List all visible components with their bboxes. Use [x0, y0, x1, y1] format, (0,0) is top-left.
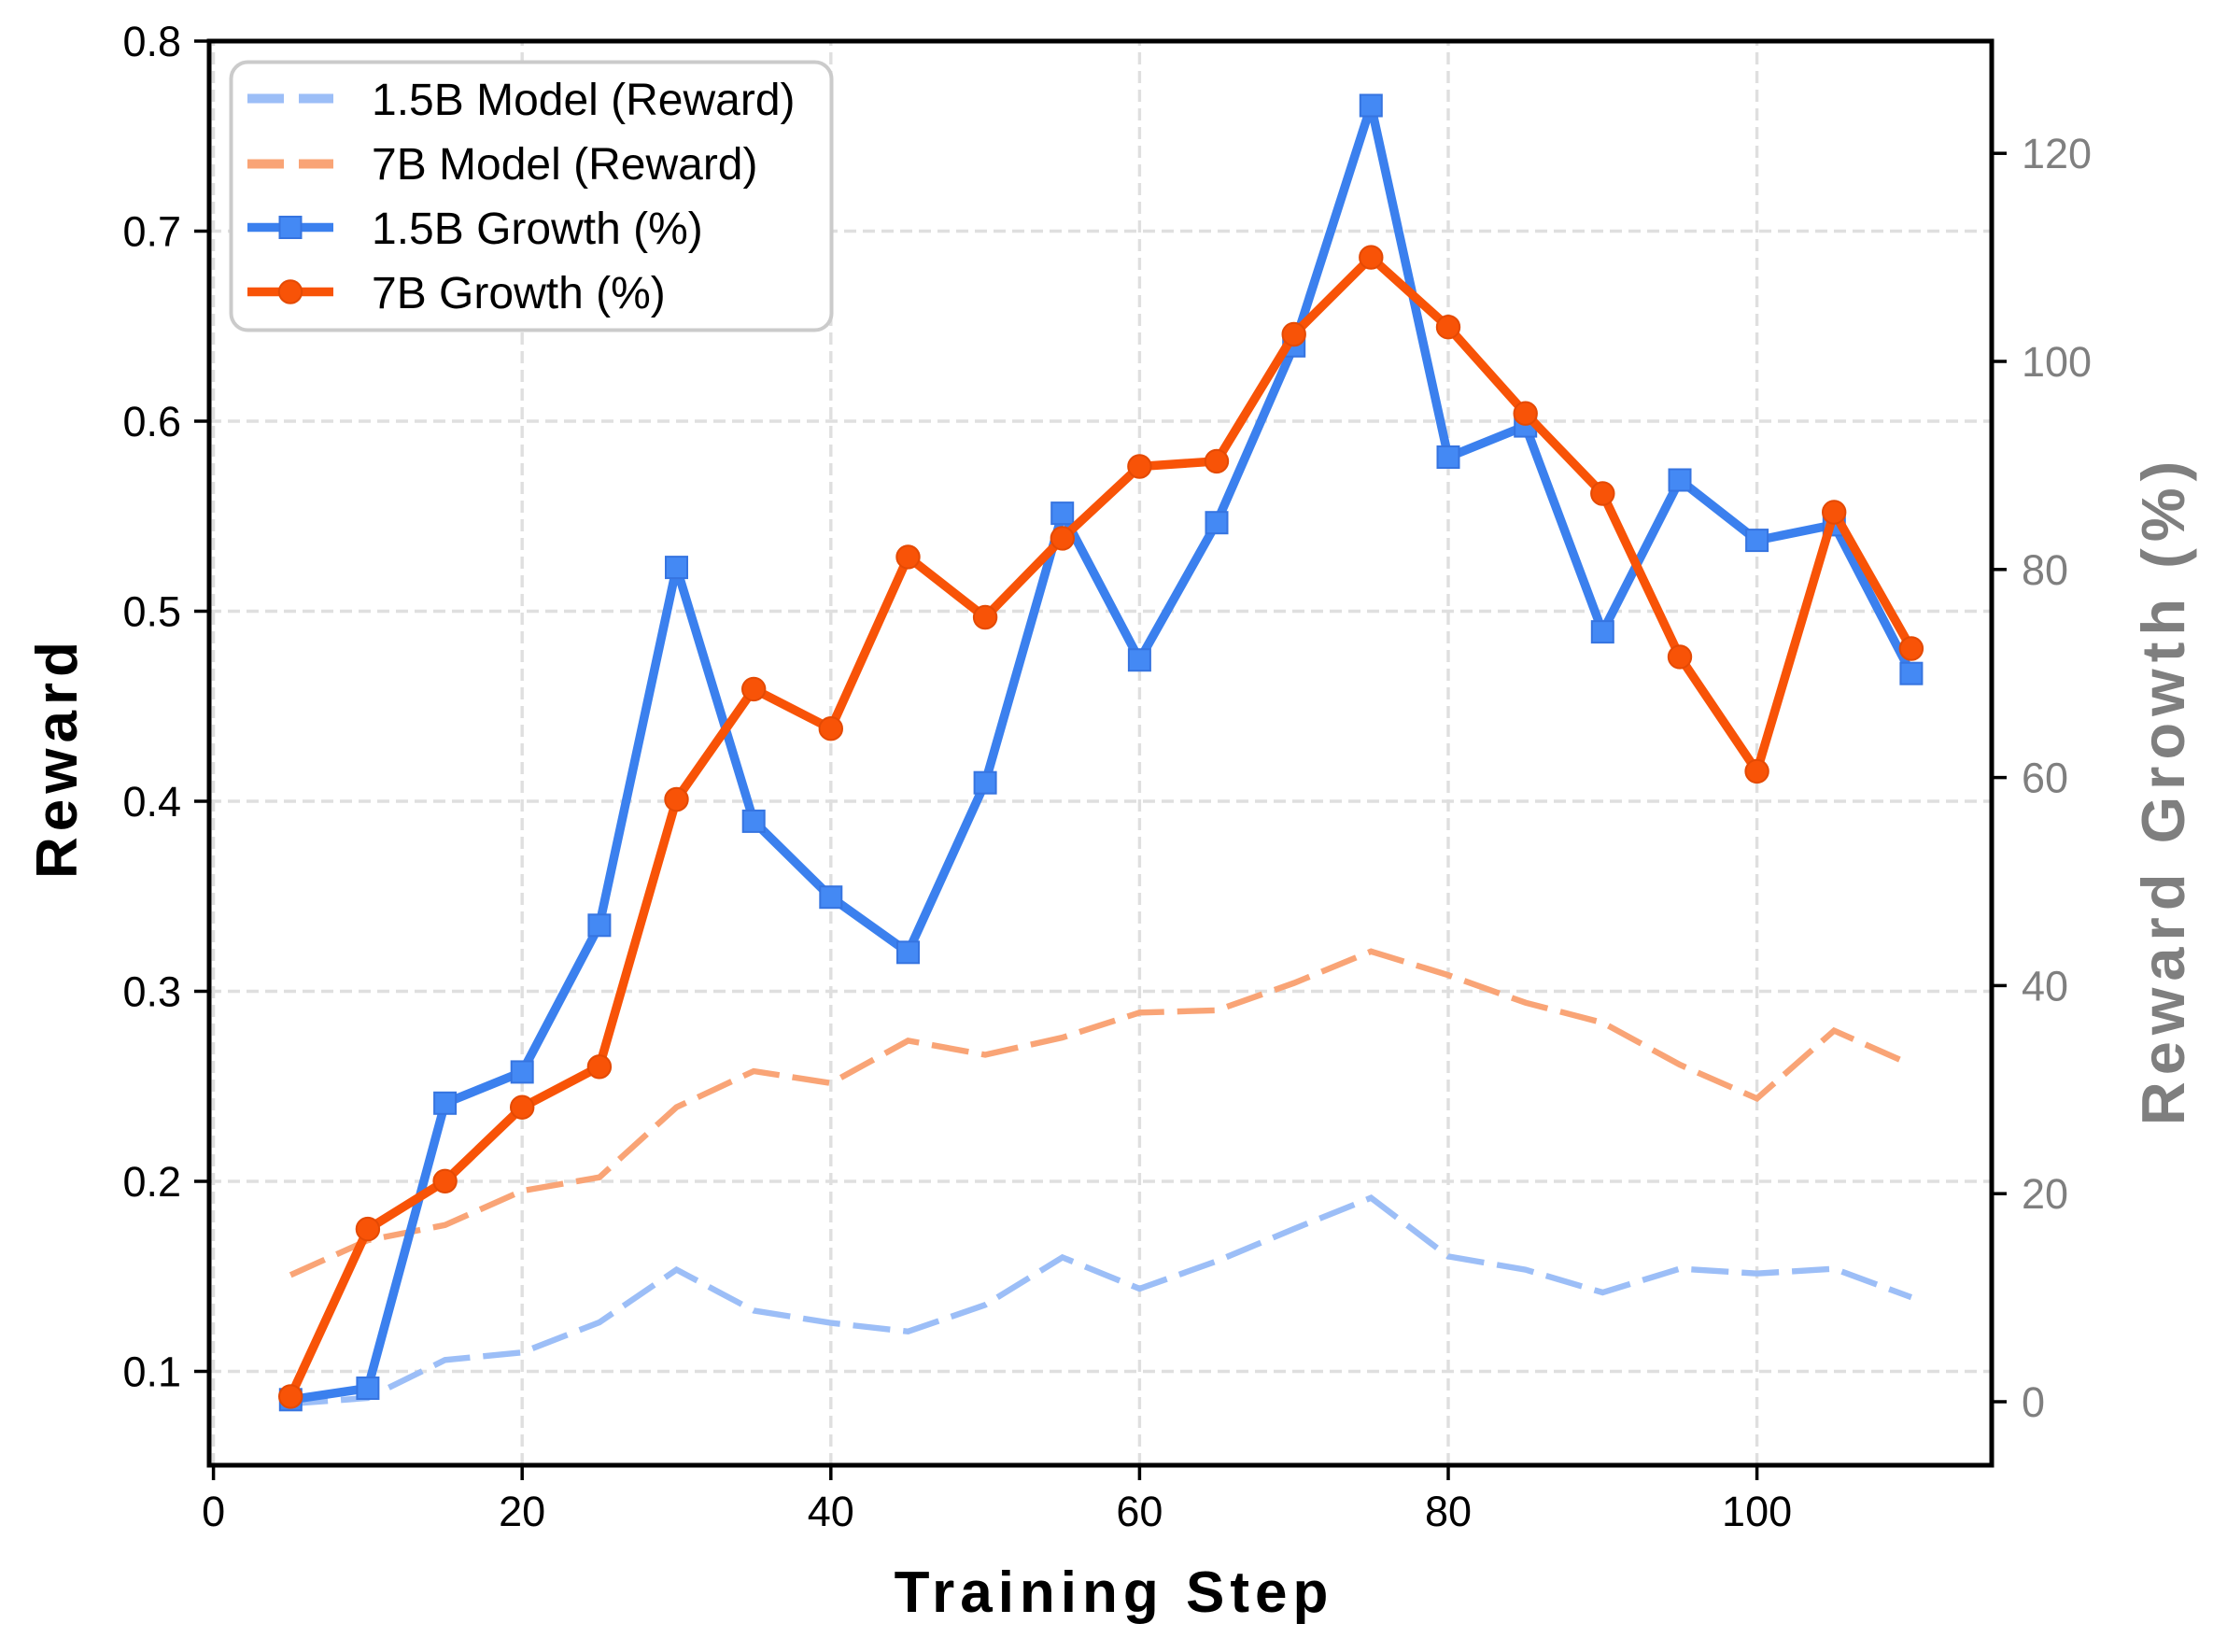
svg-text:60: 60: [2022, 755, 2068, 802]
svg-text:100: 100: [2022, 338, 2092, 386]
svg-text:0.4: 0.4: [122, 778, 181, 826]
svg-text:80: 80: [1425, 1488, 1472, 1535]
svg-text:120: 120: [2022, 130, 2092, 177]
svg-text:0.5: 0.5: [122, 588, 181, 636]
svg-text:0.1: 0.1: [122, 1348, 181, 1396]
svg-text:60: 60: [1116, 1488, 1163, 1535]
svg-text:7B Model (Reward): 7B Model (Reward): [372, 140, 757, 190]
svg-text:Training Step: Training Step: [895, 1560, 1334, 1625]
svg-text:0.8: 0.8: [122, 18, 181, 65]
svg-text:Reward: Reward: [25, 636, 90, 879]
svg-text:0.3: 0.3: [122, 968, 181, 1016]
svg-text:0.2: 0.2: [122, 1158, 181, 1206]
svg-text:1.5B Model (Reward): 1.5B Model (Reward): [372, 76, 796, 125]
svg-text:Reward Growth (%): Reward Growth (%): [2129, 455, 2197, 1125]
svg-text:1.5B Growth (%): 1.5B Growth (%): [372, 205, 703, 254]
svg-text:0.7: 0.7: [122, 208, 181, 256]
svg-text:0: 0: [202, 1488, 225, 1535]
svg-text:20: 20: [2022, 1170, 2068, 1218]
svg-text:40: 40: [2022, 962, 2068, 1010]
svg-text:40: 40: [808, 1488, 854, 1535]
svg-text:80: 80: [2022, 546, 2068, 594]
svg-text:7B Growth (%): 7B Growth (%): [372, 269, 666, 318]
svg-text:0: 0: [2022, 1378, 2045, 1426]
svg-text:0.6: 0.6: [122, 398, 181, 445]
svg-text:20: 20: [499, 1488, 545, 1535]
svg-text:100: 100: [1722, 1488, 1792, 1535]
